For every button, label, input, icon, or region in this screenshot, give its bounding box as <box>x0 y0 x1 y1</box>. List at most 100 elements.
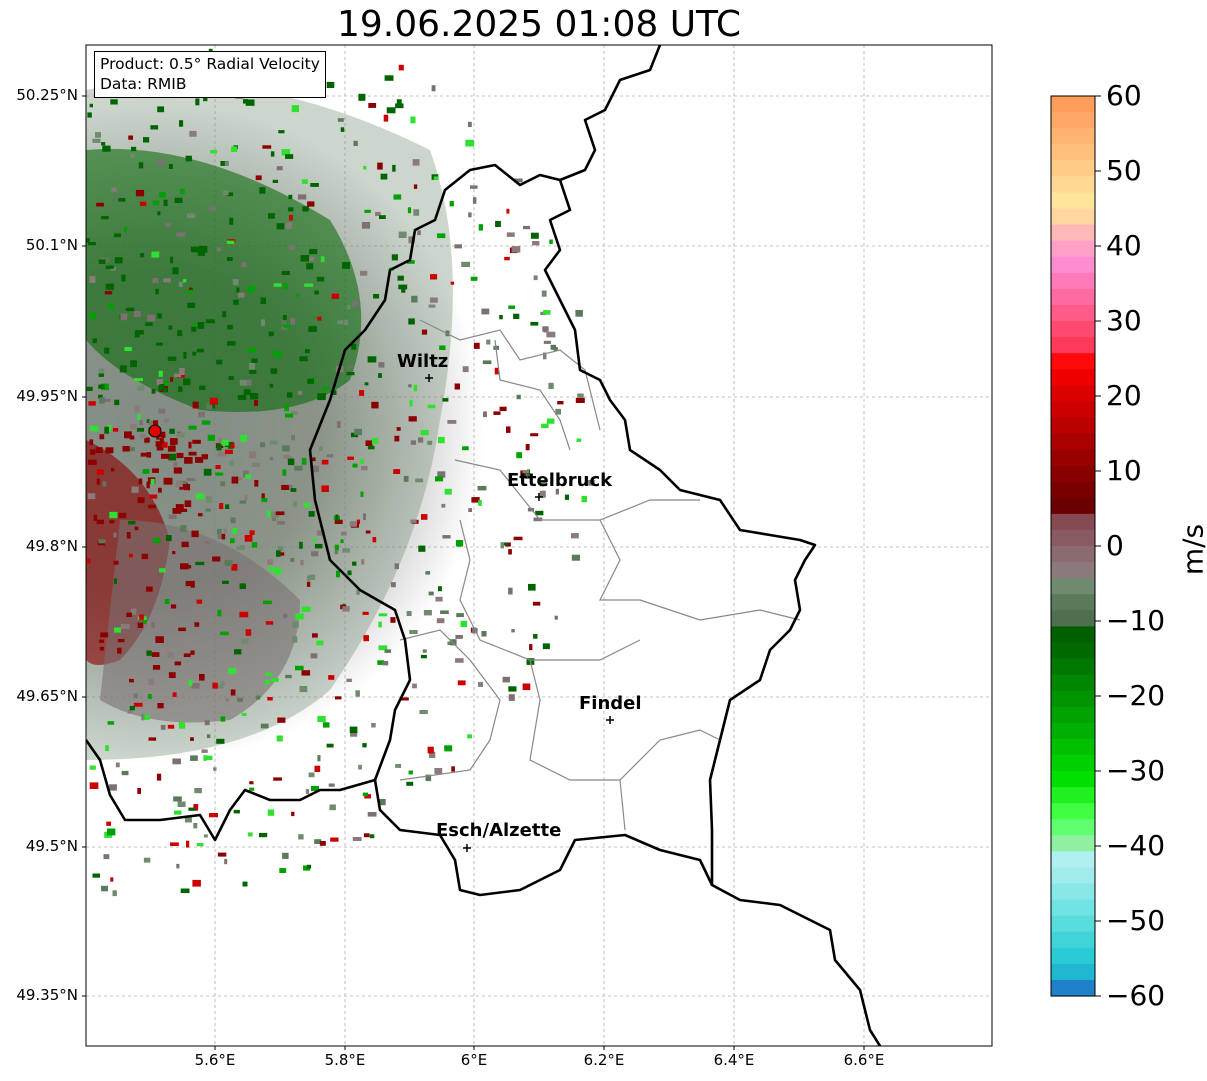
radar-speckle <box>128 553 133 558</box>
radar-speckle <box>148 678 155 685</box>
radar-speckle <box>260 442 265 448</box>
radar-speckle <box>109 784 117 791</box>
radar-speckle <box>173 810 182 815</box>
radar-speckle <box>369 834 375 839</box>
radar-speckle <box>163 278 171 283</box>
radar-speckle <box>351 343 357 350</box>
radar-speckle <box>367 356 377 363</box>
radar-speckle <box>363 513 366 521</box>
radar-speckle <box>290 488 297 492</box>
radar-speckle <box>170 441 176 446</box>
radar-speckle <box>231 146 238 152</box>
radar-speckle <box>386 107 396 114</box>
radar-speckle <box>530 232 539 239</box>
radar-speckle <box>307 575 311 582</box>
radar-speckle <box>365 530 371 534</box>
radar-speckle <box>267 809 275 816</box>
radar-speckle <box>205 508 211 512</box>
radar-speckle <box>359 390 365 396</box>
radar-speckle <box>239 500 246 504</box>
radar-speckle <box>280 319 287 325</box>
radar-speckle <box>363 165 367 170</box>
radar-speckle <box>288 194 293 200</box>
radar-speckle <box>260 723 269 729</box>
radar-speckle <box>144 441 149 445</box>
radar-speckle <box>436 618 445 624</box>
radar-speckle <box>190 650 195 655</box>
radar-speckle <box>231 476 239 484</box>
radar-speckle <box>156 379 163 385</box>
radar-speckle <box>346 372 355 376</box>
radar-speckle <box>159 437 164 444</box>
radar-speckle <box>179 480 187 485</box>
radar-speckle <box>408 770 413 775</box>
radar-speckle <box>158 370 163 377</box>
radar-speckle <box>278 130 285 134</box>
radar-speckle <box>270 368 278 374</box>
radar-speckle <box>506 426 511 433</box>
radar-speckle <box>240 434 247 442</box>
radar-speckle <box>394 435 400 442</box>
radar-speckle <box>113 560 119 565</box>
radar-speckle <box>425 571 431 575</box>
radar-speckle <box>523 225 531 230</box>
radar-speckle <box>104 291 113 295</box>
colorbar-tick-label: −40 <box>1106 829 1166 862</box>
radar-speckle <box>269 383 274 388</box>
radar-speckle <box>180 888 190 894</box>
radar-speckle <box>316 640 324 646</box>
radar-speckle <box>137 497 145 504</box>
radar-speckle <box>543 340 551 344</box>
radar-speckle <box>195 456 204 463</box>
radar-speckle <box>156 773 162 781</box>
city-marker-wiltz <box>425 374 433 382</box>
radar-site-marker <box>148 424 162 438</box>
radar-speckle <box>196 493 205 500</box>
radar-speckle <box>237 395 247 400</box>
radar-speckle <box>89 276 96 283</box>
radar-speckle <box>272 515 277 522</box>
radar-speckle <box>112 428 119 432</box>
radar-speckle <box>390 582 396 588</box>
radar-speckle <box>317 530 325 536</box>
radar-speckle <box>330 837 339 842</box>
radar-speckle <box>282 852 289 859</box>
radar-speckle <box>168 514 177 519</box>
canton-borders <box>399 319 801 831</box>
radar-speckle <box>262 145 272 149</box>
radar-speckle <box>213 767 217 771</box>
radar-speckle <box>190 246 200 253</box>
radar-speckle <box>163 381 169 388</box>
radar-speckle <box>191 530 199 538</box>
radar-speckle <box>157 313 162 319</box>
radar-speckle <box>326 743 334 748</box>
radar-speckle <box>225 449 233 454</box>
radar-speckle <box>112 890 117 897</box>
radar-speckle <box>176 452 184 459</box>
radar-speckle <box>292 621 299 628</box>
radar-speckle <box>92 338 97 344</box>
radar-speckle <box>300 559 304 566</box>
radar-speckle <box>322 722 330 728</box>
radar-speckle <box>129 705 135 711</box>
colorbar-band <box>1051 899 1095 917</box>
radar-speckle <box>276 223 285 230</box>
radar-speckle <box>449 639 457 646</box>
radar-speckle <box>175 504 184 510</box>
radar-speckle <box>340 539 344 544</box>
radar-speckle <box>146 452 152 458</box>
radar-speckle <box>226 240 235 244</box>
radar-speckle <box>98 368 105 374</box>
radar-speckle <box>164 418 170 423</box>
colorbar-band <box>1051 353 1095 370</box>
radar-speckle <box>384 649 391 653</box>
radar-speckle <box>177 432 185 438</box>
radar-speckle <box>265 672 273 676</box>
radar-speckle <box>555 488 559 495</box>
radar-speckle <box>478 499 482 506</box>
colorbar-tick-label: −50 <box>1106 904 1166 937</box>
radar-speckle <box>533 517 543 522</box>
radar-speckle <box>291 435 295 441</box>
radar-speckle <box>274 568 282 575</box>
radar-speckle <box>231 563 238 571</box>
